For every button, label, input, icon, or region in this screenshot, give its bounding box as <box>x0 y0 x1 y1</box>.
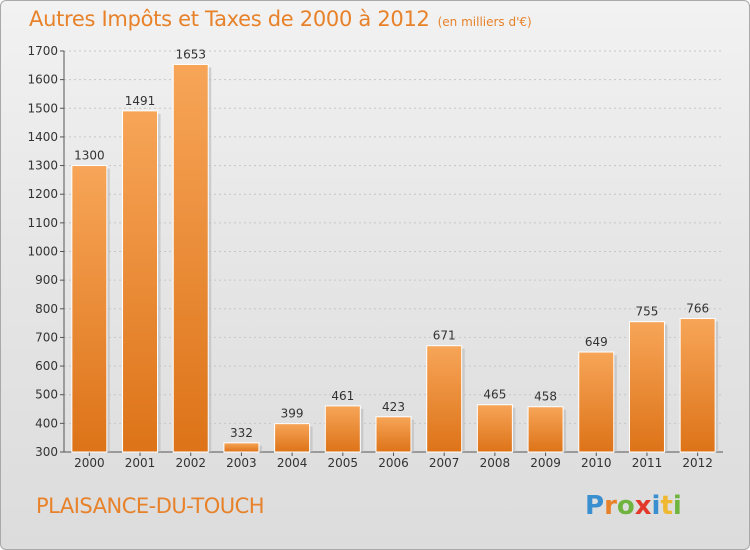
chart-unit-label: (en milliers d'€) <box>437 15 532 29</box>
chart-title-group: Autres Impôts et Taxes de 2000 à 2012 (en… <box>29 7 532 31</box>
x-tick-label: 2005 <box>328 456 359 470</box>
logo-letter: r <box>604 491 617 521</box>
axis-layer: 300 400 500 600 700 800 900 1000 1100 1200 1300 140… <box>27 44 723 470</box>
bar-2000 <box>71 165 108 453</box>
data-label-2012: 766 <box>686 302 709 316</box>
bar-2006 <box>375 416 412 453</box>
data-label-2001: 1491 <box>125 94 156 108</box>
y-tick-label: 600 <box>35 359 58 373</box>
bar-2012 <box>679 318 716 453</box>
bar-2007 <box>426 345 463 453</box>
bar-2009 <box>527 406 564 453</box>
bar-2002 <box>172 63 209 453</box>
bar-2011 <box>628 321 665 453</box>
x-tick-label: 2001 <box>125 456 156 470</box>
logo-letter: P <box>585 491 605 521</box>
data-label-2011: 755 <box>636 305 659 319</box>
logo-letter: i <box>651 491 661 521</box>
commune-name: PLAISANCE-DU-TOUCH <box>36 494 265 518</box>
chart-title: Autres Impôts et Taxes de 2000 à 2012 <box>29 7 430 31</box>
y-tick-label: 1200 <box>27 187 58 201</box>
y-tick-label: 1600 <box>27 73 58 87</box>
data-label-2004: 399 <box>281 407 304 421</box>
x-tick-label: 2006 <box>378 456 409 470</box>
bar-layer <box>71 63 719 453</box>
bar-2010 <box>578 351 615 453</box>
x-tick-label: 2012 <box>682 456 713 470</box>
data-label-2007: 671 <box>433 329 456 343</box>
bar-2005 <box>324 405 361 453</box>
data-label-2000: 1300 <box>74 149 105 163</box>
proxiti-logo[interactable]: Proxiti <box>585 491 682 521</box>
data-label-2002: 1653 <box>175 47 206 61</box>
x-tick-label: 2002 <box>175 456 206 470</box>
logo-letter: x <box>634 491 652 521</box>
bar-2001 <box>122 110 159 453</box>
y-tick-label: 1000 <box>27 245 58 259</box>
bar-2004 <box>274 423 311 453</box>
x-tick-label: 2008 <box>480 456 511 470</box>
logo-letter: t <box>660 491 673 521</box>
x-tick-label: 2011 <box>632 456 663 470</box>
data-label-2003: 332 <box>230 426 253 440</box>
x-tick-label: 2009 <box>530 456 561 470</box>
data-label-2010: 649 <box>585 335 608 349</box>
grid-layer <box>64 50 723 453</box>
data-label-2006: 423 <box>382 400 405 414</box>
y-tick-label: 1300 <box>27 159 58 173</box>
label-layer: 1300 1491 1653 332 399 461 423 671 465 458 649 755 7… <box>74 47 709 439</box>
y-tick-label: 700 <box>35 330 58 344</box>
bar-2008 <box>476 404 513 453</box>
y-tick-label: 1400 <box>27 130 58 144</box>
y-tick-label: 1500 <box>27 101 58 115</box>
x-tick-label: 2003 <box>226 456 257 470</box>
y-tick-label: 400 <box>35 416 58 430</box>
y-tick-label: 900 <box>35 273 58 287</box>
y-tick-label: 1700 <box>27 44 58 58</box>
data-label-2005: 461 <box>331 389 354 403</box>
y-tick-label: 300 <box>35 445 58 459</box>
data-label-2009: 458 <box>534 390 557 404</box>
y-tick-label: 800 <box>35 302 58 316</box>
bar-2003 <box>223 442 260 453</box>
x-tick-label: 2007 <box>429 456 460 470</box>
data-label-2008: 465 <box>483 388 506 402</box>
logo-letter: o <box>616 491 635 521</box>
logo-letter: i <box>672 491 682 521</box>
x-tick-label: 2010 <box>581 456 612 470</box>
y-tick-label: 500 <box>35 388 58 402</box>
x-tick-label: 2000 <box>74 456 105 470</box>
y-tick-label: 1100 <box>27 216 58 230</box>
x-tick-label: 2004 <box>277 456 308 470</box>
